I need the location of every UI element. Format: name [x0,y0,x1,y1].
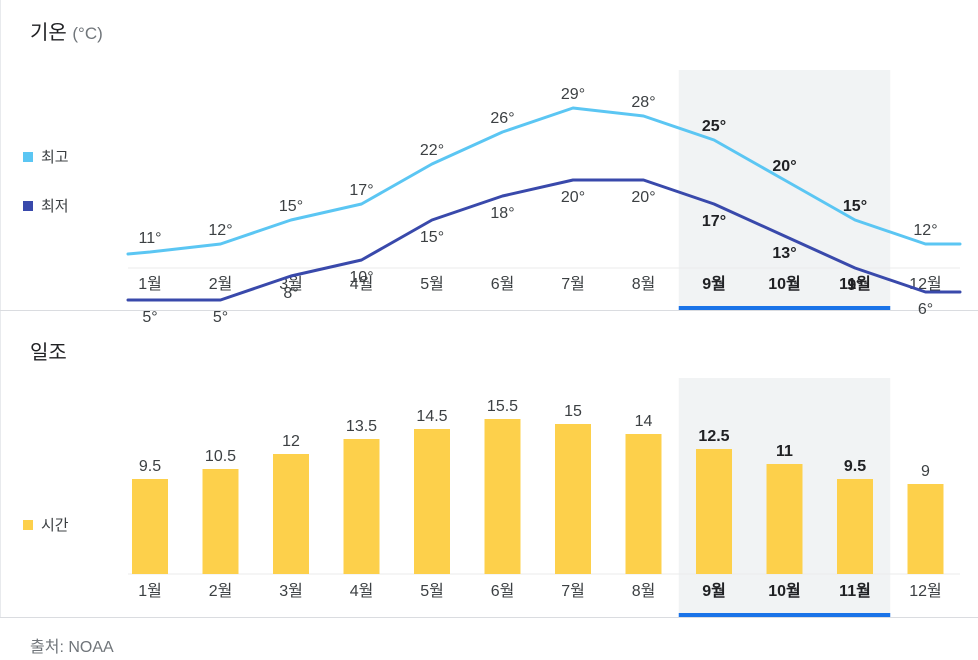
sunshine-bar [484,419,521,574]
x-tick-label: 1월 [138,582,162,600]
low-temp-label: 20° [631,189,655,206]
x-tick-label: 4월 [350,275,374,293]
legend-hours-swatch [23,519,33,530]
sunshine-value-label: 10.5 [205,448,236,465]
high-temp-label: 11° [138,230,161,247]
x-tick-label: 4월 [350,582,374,600]
sunshine-title: 일조 [30,336,67,365]
sunshine-bar [696,449,732,574]
sunshine-value-label: 9.5 [844,458,866,475]
low-temp-label: 10° [349,269,373,286]
low-temp-label: 5° [142,309,157,326]
sunshine-value-label: 12.5 [698,428,729,445]
x-tick-label: 5월 [420,582,444,600]
high-temp-label: 15° [843,198,867,215]
sunshine-value-label: 9.5 [139,458,161,475]
x-tick-label: 7월 [561,275,585,293]
sunshine-bar [766,464,803,574]
x-tick-label: 3월 [279,582,303,600]
x-tick-label: 10월 [768,582,801,600]
sunshine-value-label: 12 [282,433,300,450]
high-temp-label: 25° [702,118,726,135]
sunshine-value-label: 15 [564,403,582,420]
high-temp-label: 15° [279,198,303,215]
x-tick-label: 2월 [209,582,233,600]
x-tick-label: 12월 [909,582,942,600]
x-tick-label: 11월 [839,582,871,600]
legend-low: 최저 [23,195,69,216]
sunshine-bar [273,454,309,574]
x-tick-label: 1월 [138,275,162,293]
highlight-underline [678,306,891,310]
x-tick-label: 6월 [491,275,515,293]
x-tick-label: 10월 [768,275,801,293]
high-temp-label: 28° [631,94,655,111]
temperature-title-text: 기온 [30,22,67,44]
high-temp-label: 22° [420,142,444,159]
highlight-underline [678,613,891,617]
sunshine-value-label: 14.5 [416,408,447,425]
high-temp-label: 26° [490,110,514,127]
sunshine-value-label: 9 [921,463,930,480]
low-temp-label: 9° [847,277,862,294]
low-temp-line [126,178,962,302]
high-temp-label: 12° [913,222,937,239]
sunshine-bar [837,479,873,574]
x-tick-label: 8월 [632,582,656,600]
low-temp-label: 5° [213,309,228,326]
sunshine-bar [907,484,944,574]
x-tick-label: 7월 [561,582,585,600]
low-temp-label: 15° [420,229,444,246]
legend-low-swatch [23,200,33,211]
legend-high: 최고 [23,146,69,167]
left-rule [0,311,1,617]
highlight-band [678,70,891,310]
high-temp-label: 20° [772,158,796,175]
x-tick-label: 2월 [209,275,233,293]
high-temp-label: 17° [349,182,373,199]
high-temp-label: 12° [208,222,232,239]
low-temp-label: 17° [702,213,726,230]
sunshine-bar [343,439,380,574]
legend-high-label: 최고 [41,149,69,166]
sunshine-title-text: 일조 [30,342,67,364]
low-temp-label: 8° [283,285,298,302]
sunshine-bar [132,479,168,574]
x-tick-label: 5월 [420,275,444,293]
footer-divider [0,617,978,618]
temperature-title: 기온 (°C) [30,16,103,45]
x-tick-label: 9월 [702,275,726,293]
legend-hours: 시간 [23,514,69,535]
x-tick-label: 9월 [702,582,726,600]
x-tick-label: 12월 [909,275,942,293]
legend-hours-label: 시간 [41,517,69,534]
legend-low-label: 최저 [41,198,69,215]
sunshine-bar [202,469,239,574]
high-temp-label: 29° [561,86,585,103]
low-temp-label: 18° [490,205,514,222]
section-divider [0,310,978,311]
left-rule [0,0,1,310]
x-tick-label: 11월 [839,275,871,293]
source-note: 출처: NOAA [30,639,114,656]
sunshine-value-label: 13.5 [346,418,377,435]
low-temp-label: 6° [918,301,933,318]
sunshine-bar [625,434,662,574]
temperature-unit: (°C) [72,24,103,43]
sunshine-bar [555,424,591,574]
x-tick-label: 6월 [491,582,515,600]
high-temp-line [126,106,962,256]
x-tick-label: 8월 [632,275,656,293]
sunshine-value-label: 11 [776,443,793,460]
low-temp-label: 13° [772,245,796,262]
legend-high-swatch [23,151,33,162]
sunshine-value-label: 14 [635,413,653,430]
sunshine-value-label: 15.5 [487,398,518,415]
low-temp-label: 20° [561,189,585,206]
sunshine-bar [414,429,450,574]
